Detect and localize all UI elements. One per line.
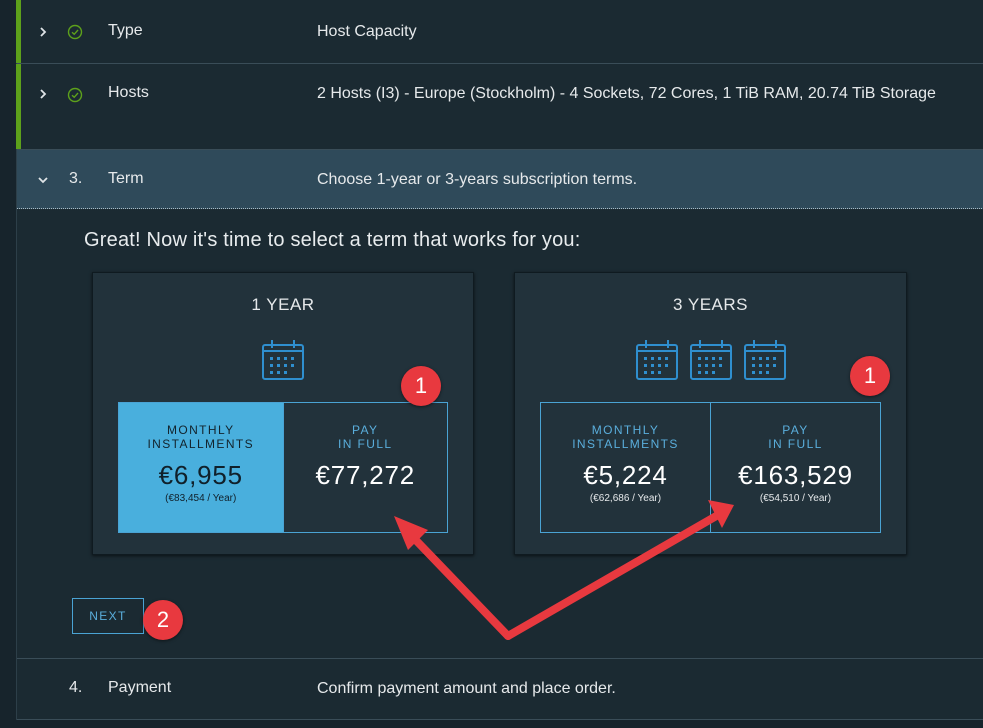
term-card-3-years: 3 YEARS	[514, 272, 907, 555]
option-price: €6,955	[158, 460, 243, 490]
card-title: 3 YEARS	[672, 295, 748, 314]
option-price: €77,272	[315, 460, 416, 490]
term-card-1-year: 1 YEAR MONTHLY INSTALLMENTS €6,955 (€83,4…	[92, 272, 474, 555]
annotation-badge: 1	[850, 356, 890, 396]
option-label: MONTHLY	[166, 423, 235, 437]
check-circle-icon	[67, 24, 83, 40]
calendar-icon	[262, 340, 304, 380]
option-per-year: (€83,454 / Year)	[165, 493, 237, 504]
step-payment[interactable]: 4. Payment Confirm payment amount and pl…	[17, 658, 983, 720]
step-description: Choose 1-year or 3-years subscription te…	[317, 171, 638, 188]
option-per-year: (€54,510 / Year)	[759, 493, 832, 504]
check-circle-icon	[67, 87, 83, 103]
annotation-badge: 2	[143, 600, 183, 640]
step-description: Host Capacity	[317, 23, 417, 40]
step-number: 4.	[69, 679, 83, 696]
chevron-right-icon[interactable]	[37, 26, 49, 38]
card-title: 1 YEAR	[251, 295, 315, 314]
step-term[interactable]: 3. Term Choose 1-year or 3-years subscri…	[17, 150, 983, 209]
step-description: 2 Hosts (I3) - Europe (Stockholm) - 4 So…	[317, 85, 936, 102]
option-label: INSTALLMENTS	[147, 437, 255, 451]
option-monthly-installments[interactable]: MONTHLY INSTALLMENTS €5,224 (€62,686 / Ye…	[541, 403, 710, 532]
completed-bar	[16, 0, 21, 63]
option-pay-in-full[interactable]: PAY IN FULL €77,272	[282, 403, 448, 532]
option-pay-in-full[interactable]: PAY IN FULL €163,529 (€54,510 / Year)	[710, 403, 880, 532]
calendar-icon	[689, 340, 732, 380]
payment-options: MONTHLY INSTALLMENTS €6,955 (€83,454 / Ye…	[118, 402, 448, 533]
step-name: Payment	[108, 679, 172, 696]
chevron-right-icon[interactable]	[37, 88, 49, 100]
step-name: Hosts	[108, 84, 149, 101]
annotation-badge: 1	[401, 366, 441, 406]
calendar-icon	[635, 340, 678, 380]
payment-options: MONTHLY INSTALLMENTS €5,224 (€62,686 / Ye…	[540, 402, 881, 533]
option-monthly-installments[interactable]: MONTHLY INSTALLMENTS €6,955 (€83,454 / Ye…	[119, 403, 283, 532]
chevron-down-icon[interactable]	[37, 174, 49, 186]
step-description: Confirm payment amount and place order.	[317, 680, 616, 697]
step-name: Type	[108, 22, 143, 39]
step-number: 3.	[69, 170, 83, 187]
option-label: IN FULL	[768, 437, 823, 451]
step-hosts[interactable]: Hosts 2 Hosts (I3) - Europe (Stockholm) …	[16, 64, 983, 150]
option-label: INSTALLMENTS	[572, 437, 679, 451]
option-label: PAY	[782, 423, 809, 437]
step-name: Term	[108, 170, 144, 187]
option-per-year: (€62,686 / Year)	[589, 493, 662, 504]
calendar-icon	[743, 340, 786, 380]
option-price: €163,529	[738, 460, 853, 490]
next-button[interactable]: NEXT	[72, 598, 144, 634]
option-price: €5,224	[583, 460, 668, 490]
option-label: IN FULL	[338, 437, 393, 451]
completed-bar	[16, 64, 21, 149]
option-label: MONTHLY	[591, 423, 660, 437]
term-headline: Great! Now it's time to select a term th…	[84, 229, 581, 251]
option-label: PAY	[352, 423, 379, 437]
step-type[interactable]: Type Host Capacity	[16, 0, 983, 64]
